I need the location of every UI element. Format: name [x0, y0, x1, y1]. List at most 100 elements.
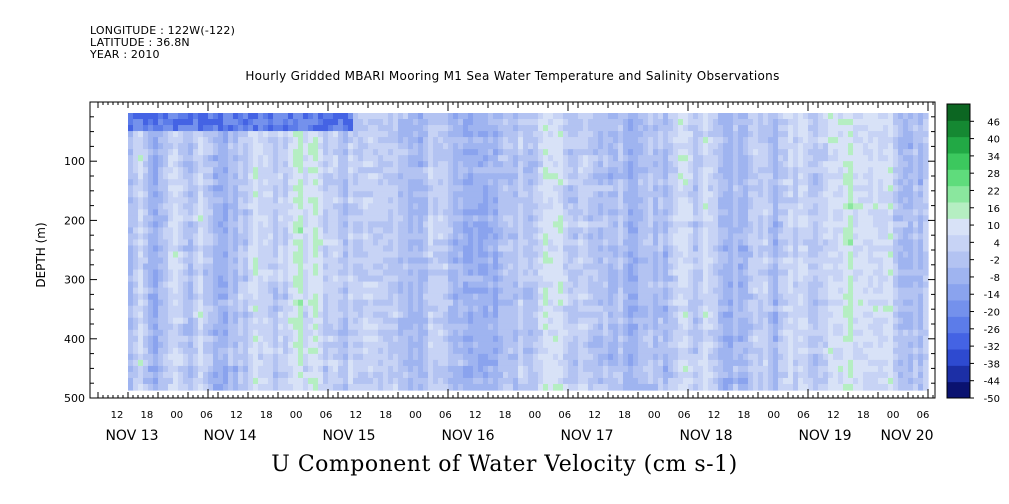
- field-cell: [253, 155, 259, 162]
- field-cell: [178, 245, 184, 253]
- field-cell: [523, 203, 529, 210]
- field-cell: [538, 149, 544, 156]
- field-cell: [613, 245, 619, 253]
- field-cell: [293, 161, 299, 168]
- field-cell: [403, 239, 409, 247]
- field-cell: [438, 221, 444, 229]
- field-cell: [443, 203, 449, 210]
- field-cell: [523, 275, 529, 283]
- field-cell: [808, 203, 814, 210]
- field-cell: [433, 143, 439, 150]
- field-cell: [148, 203, 154, 210]
- field-cell: [668, 173, 674, 180]
- field-cell: [758, 185, 764, 192]
- field-cell: [823, 197, 829, 204]
- field-cell: [253, 197, 259, 204]
- field-cell: [468, 197, 474, 204]
- field-cell: [163, 257, 169, 265]
- field-cell: [413, 287, 419, 295]
- field-cell: [318, 197, 324, 204]
- field-cell: [313, 131, 319, 138]
- field-cell: [528, 131, 534, 138]
- field-cell: [848, 167, 854, 174]
- field-cell: [433, 239, 439, 247]
- field-cell: [233, 233, 239, 241]
- field-cell: [303, 281, 309, 289]
- field-cell: [703, 119, 709, 126]
- plot-area: [90, 102, 935, 398]
- field-cell: [443, 269, 449, 277]
- field-cell: [308, 155, 314, 162]
- field-cell: [413, 173, 419, 180]
- field-cell: [183, 173, 189, 180]
- field-cell: [803, 113, 809, 120]
- field-cell: [678, 191, 684, 198]
- field-cell: [533, 143, 539, 150]
- field-cell: [638, 263, 644, 271]
- field-cell: [818, 293, 824, 301]
- field-cell: [568, 191, 574, 198]
- field-cell: [638, 191, 644, 198]
- field-cell: [608, 203, 614, 210]
- field-cell: [773, 167, 779, 174]
- field-cell: [128, 185, 134, 192]
- field-cell: [808, 113, 814, 120]
- field-cell: [843, 173, 849, 180]
- field-cell: [578, 239, 584, 247]
- field-cell: [688, 167, 694, 174]
- field-cell: [218, 173, 224, 180]
- field-cell: [383, 233, 389, 241]
- field-cell: [503, 257, 509, 265]
- field-cell: [883, 245, 889, 253]
- field-cell: [643, 143, 649, 150]
- field-cell: [598, 233, 604, 241]
- field-cell: [213, 179, 219, 186]
- field-cell: [763, 281, 769, 289]
- field-cell: [173, 275, 179, 283]
- field-cell: [923, 275, 929, 283]
- field-cell: [713, 137, 719, 144]
- field-cell: [448, 293, 454, 301]
- field-cell: [738, 167, 744, 174]
- field-cell: [198, 251, 204, 259]
- field-cell: [398, 191, 404, 198]
- field-cell: [803, 263, 809, 271]
- field-cell: [863, 275, 869, 283]
- field-cell: [918, 221, 924, 229]
- field-cell: [713, 281, 719, 289]
- field-cell: [523, 167, 529, 174]
- field-cell: [588, 215, 594, 222]
- field-cell: [863, 209, 869, 216]
- field-cell: [398, 227, 404, 235]
- field-cell: [728, 269, 734, 277]
- field-cell: [168, 155, 174, 162]
- field-cell: [653, 239, 659, 247]
- field-cell: [148, 251, 154, 259]
- field-cell: [638, 251, 644, 259]
- field-cell: [203, 185, 209, 192]
- field-cell: [378, 239, 384, 247]
- field-cell: [588, 233, 594, 241]
- field-cell: [398, 161, 404, 168]
- field-cell: [493, 287, 499, 295]
- field-cell: [373, 179, 379, 186]
- field-cell: [443, 221, 449, 229]
- field-cell: [498, 179, 504, 186]
- field-cell: [653, 137, 659, 144]
- field-cell: [848, 131, 854, 138]
- field-cell: [733, 215, 739, 222]
- field-cell: [703, 221, 709, 229]
- field-cell: [423, 293, 429, 301]
- field-cell: [623, 281, 629, 289]
- field-cell: [663, 293, 669, 301]
- field-cell: [318, 155, 324, 162]
- field-cell: [478, 143, 484, 150]
- field-cell: [348, 215, 354, 222]
- field-cell: [788, 221, 794, 229]
- field-cell: [248, 257, 254, 265]
- field-cell: [843, 149, 849, 156]
- field-cell: [308, 119, 314, 126]
- field-cell: [798, 257, 804, 265]
- field-cell: [548, 263, 554, 271]
- field-cell: [253, 113, 259, 120]
